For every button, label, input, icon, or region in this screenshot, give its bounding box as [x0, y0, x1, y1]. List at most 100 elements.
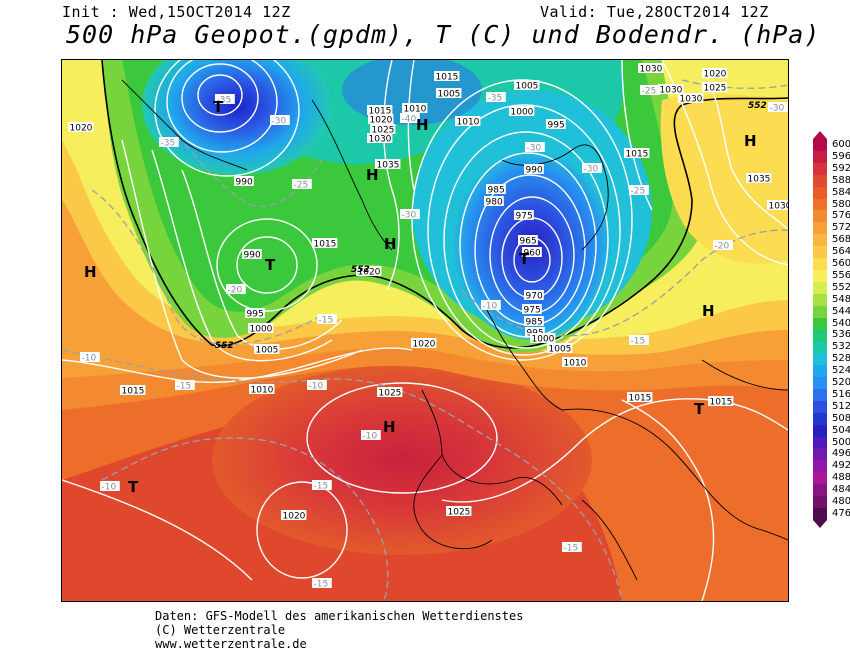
init-time: Init : Wed,15OCT2014 12Z: [62, 3, 291, 21]
legend-value: 488: [832, 472, 850, 484]
isobar-label: 965: [518, 235, 538, 247]
legend-swatch: [813, 388, 827, 401]
svg-text:985: 985: [526, 318, 543, 328]
svg-text:960: 960: [524, 249, 541, 259]
legend-swatch: [813, 198, 827, 211]
legend-swatch: [813, 222, 827, 235]
field-ne-ridge: [660, 94, 788, 264]
legend-swatch: [813, 293, 827, 306]
svg-text:1005: 1005: [438, 90, 461, 100]
svg-text:-25: -25: [294, 181, 309, 191]
isobar-label: 1035: [375, 159, 401, 171]
legend-swatch: [813, 377, 827, 389]
svg-text:1015: 1015: [710, 398, 733, 408]
svg-text:-15: -15: [314, 580, 329, 590]
legend-swatch: [813, 234, 827, 247]
svg-text:995: 995: [247, 310, 264, 320]
svg-text:-30: -30: [584, 165, 599, 175]
svg-text:1015: 1015: [626, 150, 649, 160]
legend-swatch: [813, 174, 827, 187]
isobar-label: 985: [486, 184, 506, 196]
isobar-label: 1015: [312, 238, 338, 250]
svg-text:990: 990: [526, 166, 543, 176]
isotherm-label: -10: [100, 481, 120, 493]
isotherm-label: -35: [215, 94, 235, 106]
legend-swatch: [813, 341, 827, 354]
svg-text:1015: 1015: [369, 107, 392, 117]
isobar-label: 985: [524, 316, 544, 328]
legend-swatch: [813, 436, 827, 449]
legend-value: 544: [832, 305, 850, 317]
svg-text:-35: -35: [217, 96, 232, 106]
svg-text:-35: -35: [161, 139, 176, 149]
svg-text:975: 975: [516, 212, 533, 222]
legend-bottom-arrow: [813, 519, 827, 528]
isobar-label: 1015: [627, 392, 653, 404]
svg-text:995: 995: [548, 121, 565, 131]
legend-value: 580: [832, 198, 850, 210]
isobar-label: 1005: [254, 344, 280, 356]
legend-value: 528: [832, 353, 850, 365]
isobar-label: 1020: [702, 68, 728, 80]
legend-swatch: [813, 246, 827, 259]
svg-text:1005: 1005: [256, 346, 279, 356]
isobar-label: 1030: [638, 63, 664, 75]
svg-text:1020: 1020: [370, 116, 393, 126]
isobar-label: 1030: [658, 84, 684, 96]
low-arctic: [142, 60, 332, 175]
legend-value: 564: [832, 246, 850, 258]
geopot-552-line: [101, 60, 788, 349]
isobar-label: 1000: [248, 323, 274, 335]
legend-value: 504: [832, 424, 850, 436]
color-legend: 600 596 592 588 584 580 576 572 568 564 560 556 552 5…: [812, 131, 850, 528]
svg-text:-40: -40: [402, 115, 417, 125]
legend-swatch: [813, 507, 827, 520]
geopotential-label: 552: [351, 265, 370, 275]
low-pressure-marker: T: [128, 478, 139, 496]
isobar-label: 1005: [514, 80, 540, 92]
footer-source: Daten: GFS-Modell des amerikanischen Wet…: [155, 609, 524, 623]
footer-copyright: (C) Wetterzentrale: [155, 623, 286, 637]
svg-text:990: 990: [244, 251, 261, 261]
svg-text:-15: -15: [631, 337, 646, 347]
legend-value: 496: [832, 448, 850, 460]
legend-swatch: [813, 353, 827, 366]
isobars: [62, 60, 788, 601]
svg-text:970: 970: [526, 292, 543, 302]
legend-swatch: [813, 496, 827, 508]
svg-text:1030: 1030: [769, 202, 789, 212]
svg-text:-10: -10: [309, 382, 324, 392]
svg-text:-30: -30: [770, 104, 785, 114]
svg-text:1000: 1000: [250, 325, 273, 335]
svg-text:1025: 1025: [372, 126, 395, 136]
isobar-label: 1030: [678, 93, 704, 105]
isobar-label: 975: [514, 210, 534, 222]
svg-text:1030: 1030: [680, 95, 703, 105]
isotherm-label: -10: [307, 380, 327, 392]
isotherm-label: -15: [175, 380, 195, 392]
legend-swatch: [813, 448, 827, 461]
legend-value: 576: [832, 210, 850, 222]
isobar-label: 1010: [562, 357, 588, 369]
isobar-label: 1030: [367, 133, 393, 145]
svg-text:-10: -10: [82, 354, 97, 364]
isotherm-label: -30: [768, 102, 788, 114]
svg-text:1015: 1015: [629, 394, 652, 404]
svg-text:975: 975: [524, 306, 541, 316]
svg-text:1020: 1020: [283, 512, 306, 522]
valid-time: Valid: Tue,28OCT2014 12Z: [540, 3, 769, 21]
svg-text:-10: -10: [102, 483, 117, 493]
svg-text:1015: 1015: [314, 240, 337, 250]
legend-value: 568: [832, 234, 850, 246]
footer-url: www.wetterzentrale.de: [155, 637, 307, 651]
isobar-label: 990: [524, 164, 544, 176]
warm-core: [212, 365, 592, 555]
isobar-label: 1015: [708, 396, 734, 408]
legend-value: 584: [832, 186, 850, 198]
isobar-label: 990: [242, 249, 262, 261]
isobar-label: 1025: [370, 124, 396, 136]
legend-value: 540: [832, 317, 850, 329]
isobar-label: 1020: [368, 114, 394, 126]
legend-value: 600: [832, 139, 850, 150]
legend-value: 572: [832, 222, 850, 234]
